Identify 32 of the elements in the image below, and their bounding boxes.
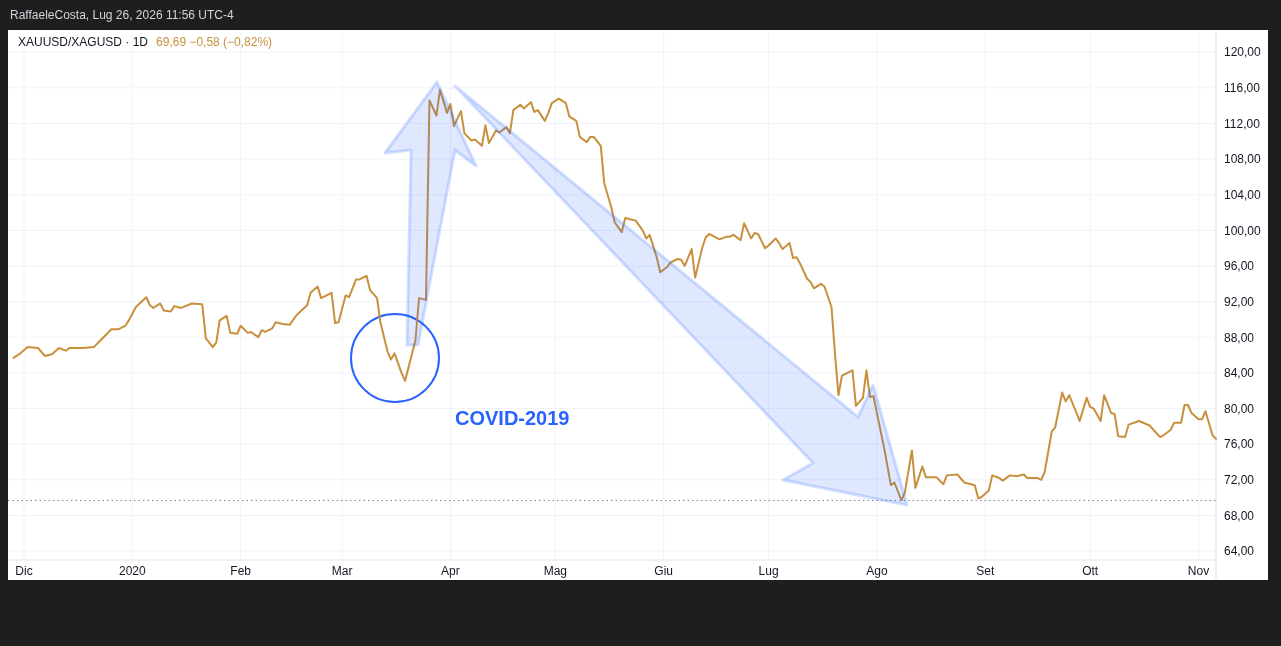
- y-tick-label: 84,00: [1224, 366, 1255, 381]
- x-tick-label: Lug: [758, 564, 779, 578]
- x-tick-label: Mar: [331, 564, 353, 578]
- y-tick-label: 80,00: [1224, 401, 1255, 416]
- y-tick-label: 120,00: [1224, 45, 1262, 60]
- y-tick-label: 100,00: [1224, 223, 1262, 238]
- y-tick-label: 76,00: [1224, 437, 1255, 452]
- x-tick-label: Feb: [230, 564, 252, 578]
- x-tick-label: Giu: [654, 564, 674, 578]
- y-tick-label: 104,00: [1224, 187, 1262, 202]
- x-tick-label: Set: [976, 564, 995, 578]
- x-tick-label: Apr: [441, 564, 460, 578]
- x-tick-label: Nov: [1187, 564, 1210, 578]
- y-tick-label: 108,00: [1224, 152, 1262, 167]
- x-tick-label: Dic: [15, 564, 33, 578]
- y-tick-label: 72,00: [1224, 473, 1255, 488]
- annotation: 69,69 −0,58 (−0,82%): [156, 35, 273, 49]
- y-tick-label: 96,00: [1224, 259, 1255, 274]
- x-tick-label: Ago: [866, 564, 888, 578]
- x-tick-label: Ott: [1082, 564, 1099, 578]
- y-tick-label: 92,00: [1224, 294, 1255, 309]
- y-tick-label: 116,00: [1224, 81, 1261, 96]
- chart-title: XAUUSD/XAGUSD · 1D: [18, 35, 149, 49]
- x-tick-label: Mag: [543, 564, 567, 578]
- annotation: COVID-2019: [455, 407, 570, 429]
- y-tick-label: 112,00: [1224, 116, 1261, 131]
- y-tick-label: 64,00: [1224, 544, 1255, 559]
- text: RaffaeleCosta, Lug 26, 2026 11:56 UTC-4: [10, 8, 235, 22]
- y-tick-label: 68,00: [1224, 508, 1255, 523]
- y-tick-label: 88,00: [1224, 330, 1255, 345]
- line-series: [12, 88, 1217, 502]
- x-tick-label: 2020: [119, 564, 147, 578]
